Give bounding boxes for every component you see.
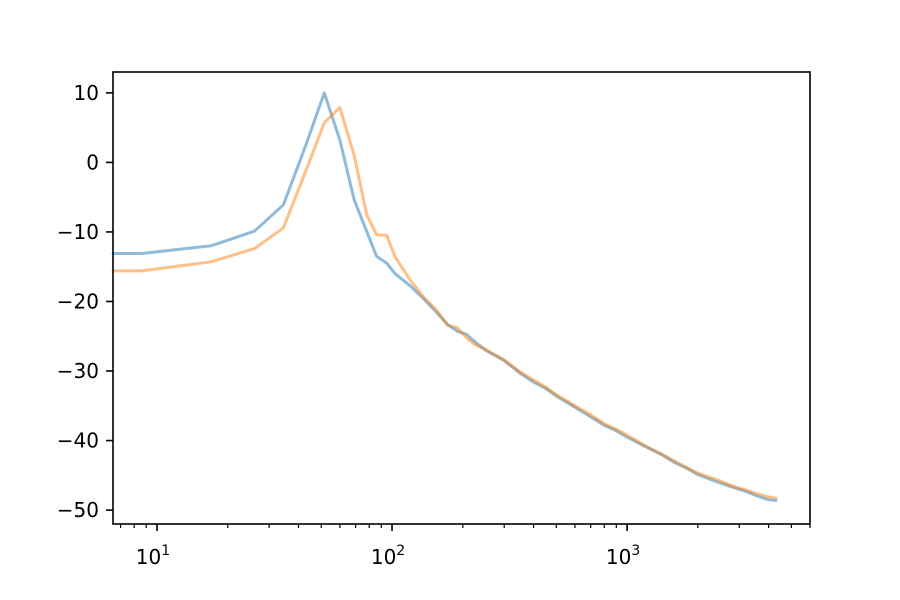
x-tick-label: 102 bbox=[371, 543, 405, 569]
x-axis: 101 102 103 bbox=[119, 524, 811, 569]
y-tick-label: −30 bbox=[57, 359, 99, 383]
series-layer bbox=[111, 91, 778, 502]
x-tick-label: 103 bbox=[606, 543, 640, 569]
plot-frame bbox=[112, 71, 811, 525]
y-tick-label: −20 bbox=[57, 289, 99, 313]
y-axis: 10 0 −10 −20 −30 −40 −50 bbox=[57, 81, 113, 522]
y-tick-label: −50 bbox=[57, 498, 99, 522]
y-tick-label: 10 bbox=[74, 81, 99, 105]
y-tick-label: −10 bbox=[57, 220, 99, 244]
series-line-2 bbox=[111, 106, 778, 500]
y-tick-label: −40 bbox=[57, 429, 99, 453]
x-tick-label: 101 bbox=[136, 543, 170, 569]
y-tick-label: 0 bbox=[86, 150, 99, 174]
